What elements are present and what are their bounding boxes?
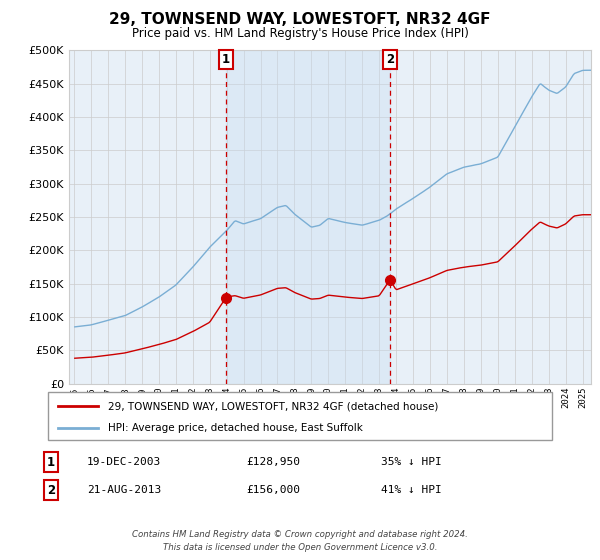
Text: £128,950: £128,950: [246, 457, 300, 467]
Bar: [226, 50, 390, 384]
Text: Contains HM Land Registry data © Crown copyright and database right 2024.
This d: Contains HM Land Registry data © Crown c…: [132, 530, 468, 552]
FancyBboxPatch shape: [48, 392, 552, 440]
Text: £156,000: £156,000: [246, 485, 300, 495]
Text: 2: 2: [386, 53, 394, 66]
Text: HPI: Average price, detached house, East Suffolk: HPI: Average price, detached house, East…: [109, 423, 364, 433]
Text: 19-DEC-2003: 19-DEC-2003: [87, 457, 161, 467]
Text: 21-AUG-2013: 21-AUG-2013: [87, 485, 161, 495]
Text: 1: 1: [47, 455, 55, 469]
Text: 29, TOWNSEND WAY, LOWESTOFT, NR32 4GF: 29, TOWNSEND WAY, LOWESTOFT, NR32 4GF: [109, 12, 491, 27]
Text: 1: 1: [222, 53, 230, 66]
Text: 41% ↓ HPI: 41% ↓ HPI: [381, 485, 442, 495]
Text: 35% ↓ HPI: 35% ↓ HPI: [381, 457, 442, 467]
Text: 29, TOWNSEND WAY, LOWESTOFT, NR32 4GF (detached house): 29, TOWNSEND WAY, LOWESTOFT, NR32 4GF (d…: [109, 402, 439, 411]
Text: 2: 2: [47, 483, 55, 497]
Text: Price paid vs. HM Land Registry's House Price Index (HPI): Price paid vs. HM Land Registry's House …: [131, 27, 469, 40]
